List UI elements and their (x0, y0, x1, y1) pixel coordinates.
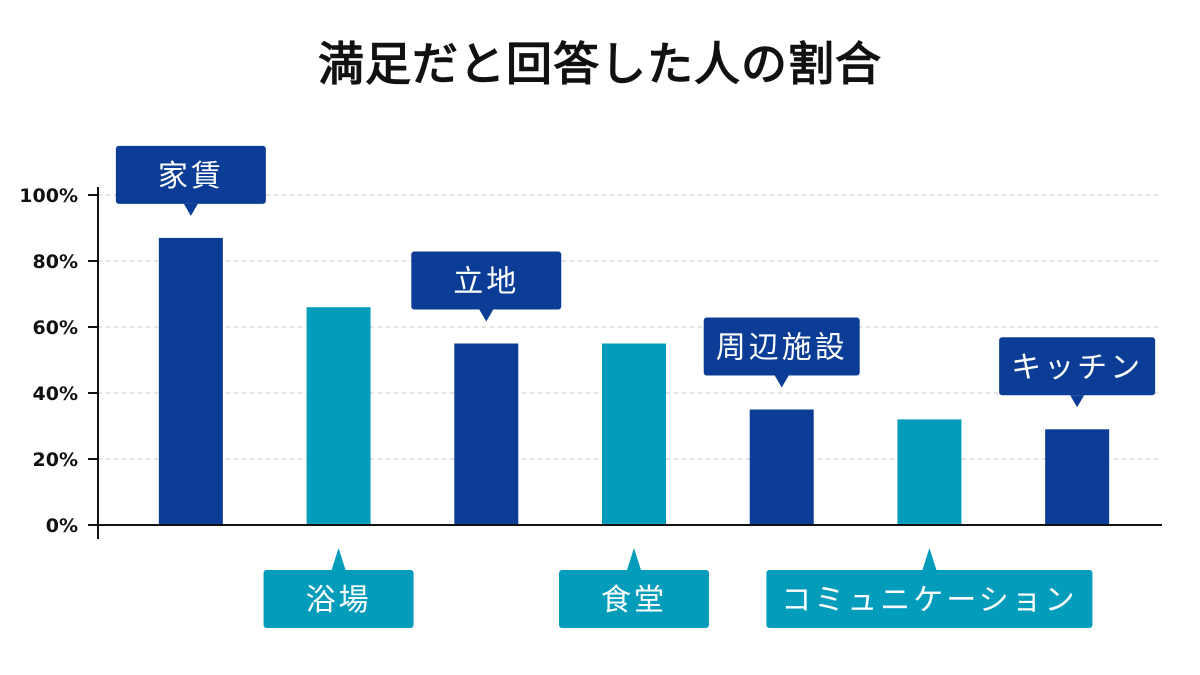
y-tick-label: 60% (33, 317, 78, 339)
callout-box (115, 145, 266, 204)
bars (158, 237, 1110, 525)
bar (454, 343, 519, 525)
bar (1045, 429, 1110, 525)
bar (602, 343, 666, 525)
callout-pointer (774, 375, 789, 388)
callout-pointer (183, 203, 198, 216)
chart-title: 満足だと回答した人の割合 (318, 37, 882, 91)
y-tick-label: 20% (33, 449, 78, 471)
category-label: コミュニケーション (781, 583, 1077, 618)
bar (897, 419, 962, 525)
category-callout: コミュニケーション (766, 548, 1093, 628)
callout-box (263, 570, 414, 628)
callout-box (766, 570, 1093, 628)
category-callout: 食堂 (559, 548, 709, 628)
category-label: 立地 (453, 265, 519, 300)
callout-pointer (1070, 395, 1085, 408)
y-tick-label: 0% (46, 515, 78, 537)
callout-pointer (922, 548, 937, 570)
category-label: 浴場 (306, 583, 372, 618)
callout-box (559, 570, 709, 628)
axes (88, 187, 1162, 539)
bar (158, 237, 223, 525)
y-axis-ticks: 0% 20% 40% 60% 80% 100% (19, 185, 98, 537)
category-label: 家賃 (158, 159, 224, 194)
category-label: 周辺施設 (716, 331, 848, 366)
category-label: キッチン (1011, 350, 1143, 385)
category-callout: 浴場 (263, 548, 414, 628)
y-tick-label: 100% (19, 185, 78, 207)
y-tick-label: 80% (33, 251, 78, 273)
category-callout: キッチン (999, 337, 1156, 408)
category-label: 食堂 (601, 583, 667, 618)
callout-box (703, 317, 860, 376)
callout-box (411, 251, 562, 310)
callout-pointer (331, 548, 346, 570)
category-callout: 立地 (411, 251, 562, 322)
category-callout: 家賃 (115, 145, 266, 216)
category-callout: 周辺施設 (703, 317, 860, 388)
callout-box (999, 337, 1156, 396)
bar (306, 307, 371, 525)
y-tick-label: 40% (33, 383, 78, 405)
callout-pointer (479, 309, 494, 322)
bar (749, 409, 814, 525)
callout-pointer (627, 548, 641, 570)
